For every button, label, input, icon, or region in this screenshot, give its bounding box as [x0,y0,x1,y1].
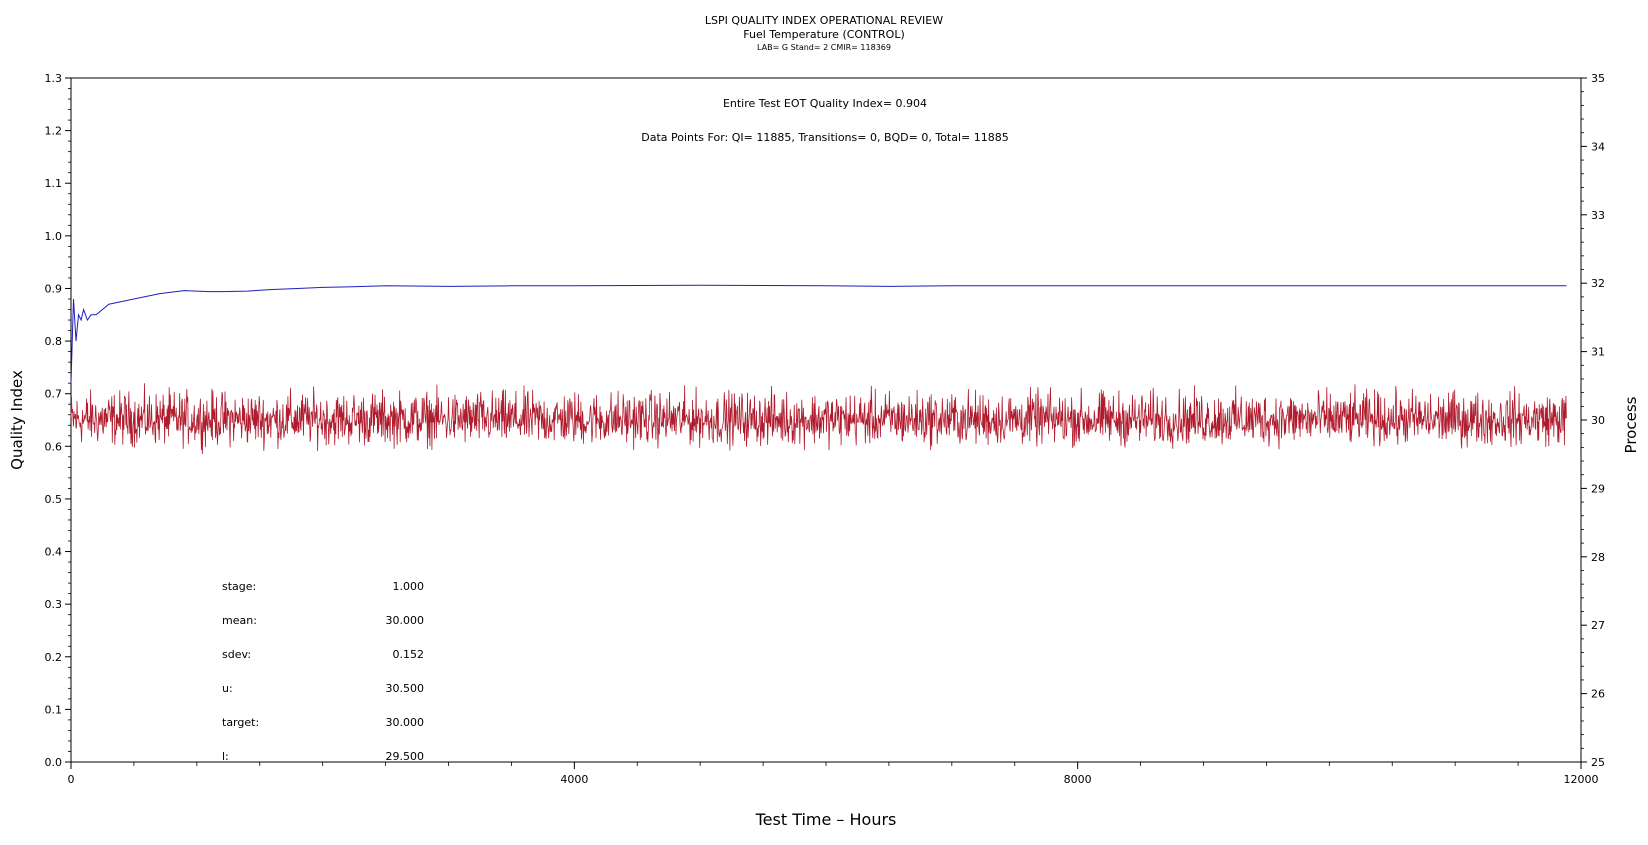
y-tick-label: 1.2 [45,125,63,138]
y2-tick-label: 27 [1591,619,1605,632]
stat-label: mean: [222,614,257,627]
y-tick-label: 1.0 [45,230,63,243]
y2-tick-label: 35 [1591,72,1605,85]
y-tick-label: 1.1 [45,177,63,190]
y-tick-label: 0.8 [45,335,63,348]
stat-label: sdev: [222,648,251,661]
stat-label: u: [222,682,233,695]
x-tick-label: 12000 [1564,773,1599,786]
y-tick-label: 0.0 [45,756,63,769]
y2-tick-label: 30 [1591,414,1605,427]
x-tick-label: 8000 [1064,773,1092,786]
y-tick-label: 0.4 [45,546,63,559]
stat-value: 1.000 [393,580,425,593]
stat-value: 30.000 [386,614,425,627]
right-axis: 25 26 27 28 29 30 31 32 33 34 35 [1581,72,1605,769]
y-tick-label: 0.6 [45,440,63,453]
data-points-annotation: Data Points For: QI= 11885, Transitions=… [641,131,1009,144]
stat-value: 30.500 [386,682,425,695]
stat-value: 0.152 [393,648,425,661]
stat-value: 30.000 [386,716,425,729]
y-tick-label: 0.7 [45,388,63,401]
chart-title: LSPI QUALITY INDEX OPERATIONAL REVIEW [704,14,944,27]
y2-tick-label: 34 [1591,140,1605,153]
y-tick-label: 0.1 [45,703,63,716]
y-tick-label: 0.3 [45,598,63,611]
qi-annotation: Entire Test EOT Quality Index= 0.904 [723,97,927,110]
stat-label: stage: [222,580,256,593]
y-tick-label: 0.2 [45,651,63,664]
y2-axis-label: Process [1622,396,1640,453]
x-tick-label: 4000 [560,773,588,786]
x-axis: 0 4000 8000 12000 [68,762,1599,786]
stat-value: 29.500 [386,750,425,763]
y2-tick-label: 33 [1591,209,1605,222]
y-axis-label: Quality Index [8,370,26,470]
y-tick-label: 1.3 [45,72,63,85]
left-axis: 0.0 0.1 0.2 0.3 0.4 0.5 0.6 0.7 0.8 0.9 1.0 1.1 1.2 1… [45,72,71,769]
stat-label: target: [222,716,259,729]
y2-tick-label: 31 [1591,346,1605,359]
x-tick-label: 0 [68,773,75,786]
x-axis-label: Test Time – Hours [755,810,897,829]
chart-info-line: LAB= G Stand= 2 CMIR= 118369 [757,43,891,52]
y-tick-label: 0.9 [45,282,63,295]
stat-label: l: [222,750,229,763]
y2-tick-label: 28 [1591,551,1605,564]
y2-tick-label: 26 [1591,688,1605,701]
series-process-line [70,383,1567,455]
stats-block: stage: 1.000 mean: 30.000 sdev: 0.152 u: 30.500… [222,580,424,763]
y-tick-label: 0.5 [45,493,63,506]
series-quality-index-line [70,284,1567,384]
chart-subtitle: Fuel Temperature (CONTROL) [743,28,905,41]
y2-tick-label: 25 [1591,756,1605,769]
y2-tick-label: 29 [1591,482,1605,495]
y2-tick-label: 32 [1591,277,1605,290]
